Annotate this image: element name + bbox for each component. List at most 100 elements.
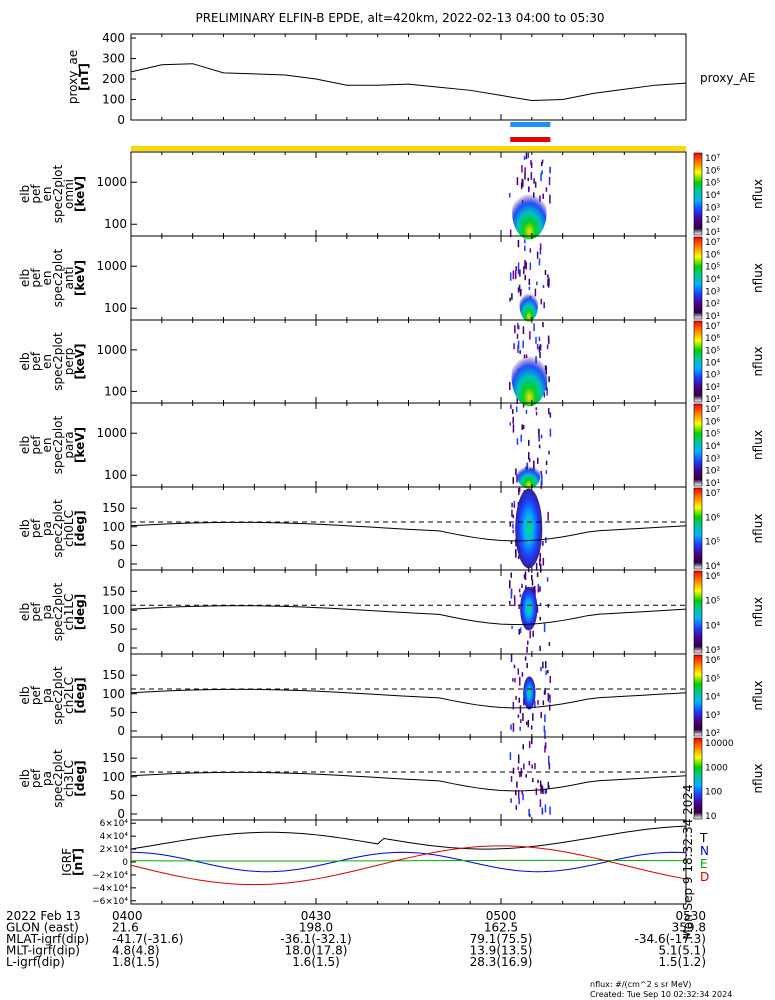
spectrogram-pixel <box>540 711 542 719</box>
x-axis-row-label: GLON (east) <box>6 921 79 935</box>
spectrogram-pixel <box>521 424 523 431</box>
flux-region <box>523 676 536 710</box>
y-tick-label: 150 <box>102 584 125 598</box>
colorbar-tick-label: 100 <box>705 788 722 798</box>
spectrogram-pixel <box>510 404 512 409</box>
spectrogram-pixel <box>548 695 551 699</box>
colorbar-tick-label: 10⁷ <box>705 322 720 332</box>
spectrogram-pixel <box>512 678 514 682</box>
y-axis-label: en <box>40 271 54 286</box>
spectrogram-pixel <box>543 623 546 633</box>
spectrogram-pixel <box>524 167 526 174</box>
y-axis-label: [deg] <box>73 594 87 630</box>
spectrogram-pixel <box>540 666 542 672</box>
spectrogram-pixel <box>539 586 541 592</box>
spectrogram-pixel <box>519 676 521 686</box>
y-axis-label: ch2LC <box>62 677 76 714</box>
x-axis-row-value: 359.8 <box>672 921 706 935</box>
spectrogram-pixel <box>509 600 511 605</box>
panel-frame <box>130 819 687 905</box>
y-tick-label: 50 <box>110 538 125 552</box>
science-zone-bar-red <box>510 137 551 142</box>
y-axis-label: spec2plot <box>51 666 65 725</box>
x-axis-row-value: 1.6(1.5) <box>292 955 340 969</box>
colorbar-tick-label: 10⁷ <box>705 238 720 248</box>
y-axis-label: [deg] <box>73 510 87 546</box>
spectrogram-pixel <box>519 726 521 731</box>
spectrogram-pixel <box>517 754 520 764</box>
spectrogram-pixel <box>526 662 528 669</box>
spectrogram-pixel <box>529 248 532 253</box>
spectrogram-pixel <box>542 700 545 706</box>
spectrogram-pixel <box>541 159 544 164</box>
colorbar-tick-label: 10⁶ <box>705 417 720 427</box>
y-axis-label: ch3LC <box>62 760 76 797</box>
y-axis-label: omni <box>62 179 76 209</box>
spectrogram-pixel <box>509 580 511 589</box>
y-tick-label: 150 <box>102 668 125 682</box>
spectrogram-pixel <box>514 678 516 683</box>
spectrogram-pixel <box>510 798 512 803</box>
spectrogram-pixel <box>522 404 525 408</box>
colorbar <box>693 654 703 737</box>
spectrogram-pixel <box>528 741 531 749</box>
colorbar-tick-label: 10² <box>705 467 720 477</box>
spectrogram-pixel <box>549 194 551 204</box>
spectrogram-pixel <box>523 266 525 275</box>
y-axis-label: proxy_ae <box>66 50 80 104</box>
spectrogram-pixel <box>522 340 524 349</box>
spectrogram-pixel <box>545 789 548 794</box>
spectrogram-pixel <box>522 793 524 801</box>
y-tick-label: 0 <box>117 557 125 571</box>
colorbar-label: nflux <box>751 430 765 460</box>
colorbar-tick-label: 10⁴ <box>705 693 720 703</box>
y-axis-label: pef <box>29 351 43 371</box>
spectrogram-pixel <box>549 694 551 703</box>
spectrogram-pixel <box>516 781 518 788</box>
x-axis-row-label: 2022 Feb 13 <box>6 909 81 923</box>
spectrogram-pixel <box>527 177 529 182</box>
flux-region <box>512 185 547 240</box>
spectrogram-pixel <box>543 725 546 732</box>
y-axis-label: anti <box>62 267 76 290</box>
spectrogram-pixel <box>549 428 552 437</box>
colorbar-tick-label: 10000 <box>705 739 734 749</box>
spectrogram-pixel <box>523 574 526 579</box>
y-tick-label: 1000 <box>96 426 127 440</box>
colorbar <box>693 737 703 820</box>
y-axis-label: pef <box>29 435 43 455</box>
spectrogram-pixel <box>510 590 513 599</box>
spectrogram-pixel <box>521 165 523 173</box>
spectrogram-pixel <box>539 645 541 652</box>
colorbar-tick-label: 10⁶ <box>705 334 720 344</box>
y-axis-label: pa <box>40 771 54 786</box>
x-axis-row-value: 0430 <box>301 909 332 923</box>
spectrogram-pixel <box>539 563 542 573</box>
loss-cone-line <box>130 605 687 626</box>
x-axis-row-value: -41.7(-31.6) <box>112 932 183 946</box>
spectrogram-pixel <box>549 676 552 683</box>
spectrogram-pixel <box>547 670 549 674</box>
spectrogram-pixel <box>547 781 550 789</box>
y-axis-label: pef <box>29 768 43 788</box>
spectrogram-pixel <box>531 778 534 783</box>
legend-igrf-n: N <box>700 844 709 858</box>
panel-frame <box>130 33 687 121</box>
legend-igrf-t: T <box>699 831 708 845</box>
spectrogram-pixel <box>520 719 522 724</box>
spectrogram-pixel <box>547 278 549 287</box>
spectrogram-pixel <box>525 774 527 778</box>
spectrogram-pixel <box>515 805 518 810</box>
y-axis-label: spec2plot <box>51 332 65 391</box>
y-tick-label: 100 <box>104 384 127 398</box>
y-axis-label: [keV] <box>73 176 87 212</box>
spectrogram-pixel <box>524 259 526 269</box>
colorbar-tick-label: 10⁶ <box>705 166 720 176</box>
y-axis-label: spec2plot <box>51 499 65 558</box>
spectrogram-pixel <box>539 780 542 788</box>
x-axis-row-value: 4.8(4.8) <box>112 944 160 958</box>
flux-region <box>519 288 538 322</box>
spectrogram-pixel <box>533 323 535 332</box>
spectrogram-pixel <box>515 266 517 271</box>
spectrogram-pixel <box>516 438 519 445</box>
